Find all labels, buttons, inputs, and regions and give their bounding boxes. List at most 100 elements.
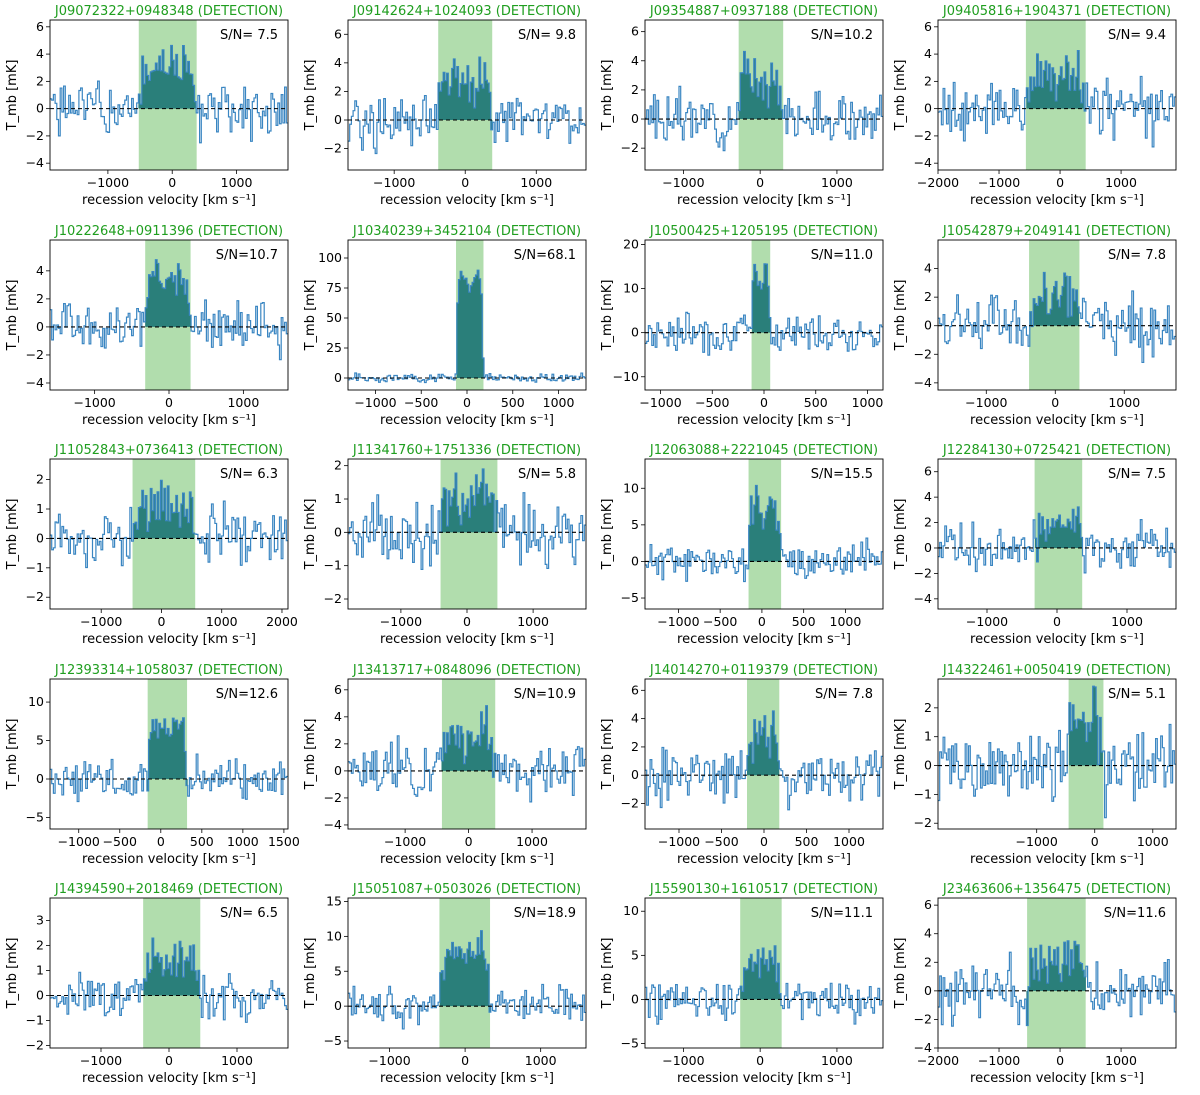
spectrum-line: [645, 263, 883, 356]
y-tick-label: 0: [631, 767, 639, 782]
spectrum-line: [645, 484, 883, 583]
axes-frame: [49, 678, 289, 830]
spectrum-line: [348, 56, 586, 155]
x-tick-label: −1000: [384, 834, 426, 849]
panel-title: J09405816+1904371 (DETECTION): [942, 4, 1171, 19]
x-axis-label: recession velocity [km s⁻¹]: [677, 632, 851, 647]
spectrum-line: [938, 50, 1176, 148]
spectrum-panel: −1000 0 1000 −4 −2 0 2 4 J10222648+0911396 (DETE…: [5, 224, 289, 428]
spectrum-panel: −1000 −500 0 500 1000 −5 0 5 10 J12063088+2221045…: [600, 443, 884, 647]
y-tick-label: 4: [631, 53, 639, 68]
x-tick-label: 0: [1091, 834, 1099, 849]
panel-title: J15051087+0503026 (DETECTION): [352, 882, 581, 897]
x-axis-label: recession velocity [km s⁻¹]: [970, 1071, 1144, 1086]
y-tick-label: 0: [924, 318, 932, 333]
y-tick-label: 2: [924, 73, 932, 88]
y-tick-label: 75: [326, 280, 342, 295]
panel-title: J11052843+0736413 (DETECTION): [54, 443, 283, 458]
plot-area: [50, 240, 288, 390]
x-tick-label: 1000: [1111, 614, 1143, 629]
x-tick-label: 1000: [821, 1053, 853, 1068]
spectrum-panel: −1000 0 1000 2000 −2 −1 0 1 2 J11052843+0736413 (…: [5, 443, 298, 647]
y-tick-label: 0: [631, 553, 639, 568]
panel-title: J13413717+0848096 (DETECTION): [352, 663, 581, 678]
y-tick-label: 10: [623, 281, 639, 296]
y-tick-label: −4: [914, 591, 932, 606]
x-tick-label: 0: [168, 175, 176, 190]
axes-frame: [937, 678, 1177, 830]
spectrum-line: [645, 945, 883, 1025]
y-tick-label: 10: [623, 480, 639, 495]
spectrum-panel: −1000 −500 0 500 1000 −10 0 10 20 J10500425+12051…: [600, 224, 884, 428]
snr-label: S/N=68.1: [514, 248, 576, 263]
y-tick-label: −2: [324, 141, 342, 156]
x-tick-label: 0: [165, 395, 173, 410]
axes-frame: [937, 19, 1177, 171]
detected-emission: [143, 938, 200, 996]
y-tick-label: −4: [26, 375, 44, 390]
detected-emission: [439, 930, 491, 1013]
detected-emission: [138, 45, 197, 109]
spectrum-line: [938, 506, 1176, 574]
panel-title: J15590130+1610517 (DETECTION): [649, 882, 878, 897]
spectrum-line: [50, 937, 288, 1023]
spectrum-panel: −1000 −500 0 500 1000 −2 0 2 4 6 J14014270+0119379…: [600, 663, 884, 867]
x-tick-label: 1000: [227, 395, 259, 410]
spectrum-panel: −1000 0 1000 −2 −1 0 1 2 J11341760+1751336 (DETE…: [303, 443, 587, 647]
y-axis-label: T_mb [mK]: [600, 719, 615, 791]
y-tick-label: 4: [36, 263, 44, 278]
panel-title: J09354887+0937188 (DETECTION): [649, 4, 878, 19]
x-tick-label: 1500: [268, 834, 300, 849]
spectrum-panel: −1000 −500 0 500 1000 0 25 50 75 100 J10340239+345…: [303, 224, 587, 428]
axes-frame: [347, 897, 587, 1049]
y-tick-label: 2: [631, 82, 639, 97]
x-tick-label: 0: [463, 395, 471, 410]
plot-area: [348, 459, 586, 609]
x-tick-label: 1000: [1105, 175, 1137, 190]
y-tick-label: 5: [631, 517, 639, 532]
y-tick-label: 2: [924, 289, 932, 304]
y-tick-label: 1: [36, 501, 44, 516]
x-tick-label: 0: [1051, 395, 1059, 410]
x-axis-label: recession velocity [km s⁻¹]: [970, 193, 1144, 208]
panel-title: J10500425+1205195 (DETECTION): [649, 224, 878, 239]
snr-label: S/N= 9.8: [518, 28, 576, 43]
y-tick-label: 2: [334, 458, 342, 473]
x-tick-label: −1000: [639, 395, 681, 410]
y-tick-label: 0: [924, 758, 932, 773]
y-axis-label: T_mb [mK]: [893, 60, 908, 132]
y-axis-label: T_mb [mK]: [893, 499, 908, 571]
axes-frame: [644, 19, 884, 171]
y-tick-label: −5: [324, 1033, 342, 1048]
panel-title: J12393314+1058037 (DETECTION): [54, 663, 283, 678]
y-tick-label: 4: [924, 46, 932, 61]
panel-title: J14394590+2018469 (DETECTION): [54, 882, 283, 897]
y-tick-label: 2: [36, 73, 44, 88]
panel-title: J12063088+2221045 (DETECTION): [649, 443, 878, 458]
snr-label: S/N=10.9: [514, 687, 576, 702]
y-tick-label: −5: [621, 1036, 639, 1051]
x-tick-label: 500: [804, 395, 828, 410]
y-tick-label: 1: [924, 729, 932, 744]
y-tick-label: 0: [631, 111, 639, 126]
spectrum-panel: −1000 0 1000 −4 −2 0 2 4 6 J13413717+0848096 (DET…: [303, 663, 587, 867]
x-tick-label: −500: [704, 834, 738, 849]
y-axis-label: T_mb [mK]: [303, 280, 318, 352]
x-tick-label: −1000: [657, 614, 699, 629]
spectrum-line: [938, 685, 1176, 819]
y-tick-label: −2: [914, 565, 932, 580]
spectrum-panel: −1000 0 1000 −2 0 2 4 6 J09142624+1024093 (DETEC…: [303, 4, 587, 208]
y-tick-label: −1: [26, 560, 44, 575]
x-tick-label: 0: [760, 834, 768, 849]
spectrum-panel: −2000 −1000 0 1000 −4 −2 0 2 4 6 J23463606+1356475…: [893, 882, 1177, 1086]
x-tick-label: −500: [404, 395, 438, 410]
y-tick-label: 2: [924, 700, 932, 715]
spectrum-panel: −1000 0 1000 −2 −1 0 1 2 3 J14394590+2018469 (DET…: [5, 882, 289, 1086]
y-tick-label: 100: [318, 250, 342, 265]
x-tick-label: −1000: [373, 175, 415, 190]
y-tick-label: 4: [334, 55, 342, 70]
x-tick-label: −500: [103, 834, 137, 849]
plot-area: [348, 679, 586, 829]
axes-frame: [937, 239, 1177, 391]
axes-frame: [347, 19, 587, 171]
